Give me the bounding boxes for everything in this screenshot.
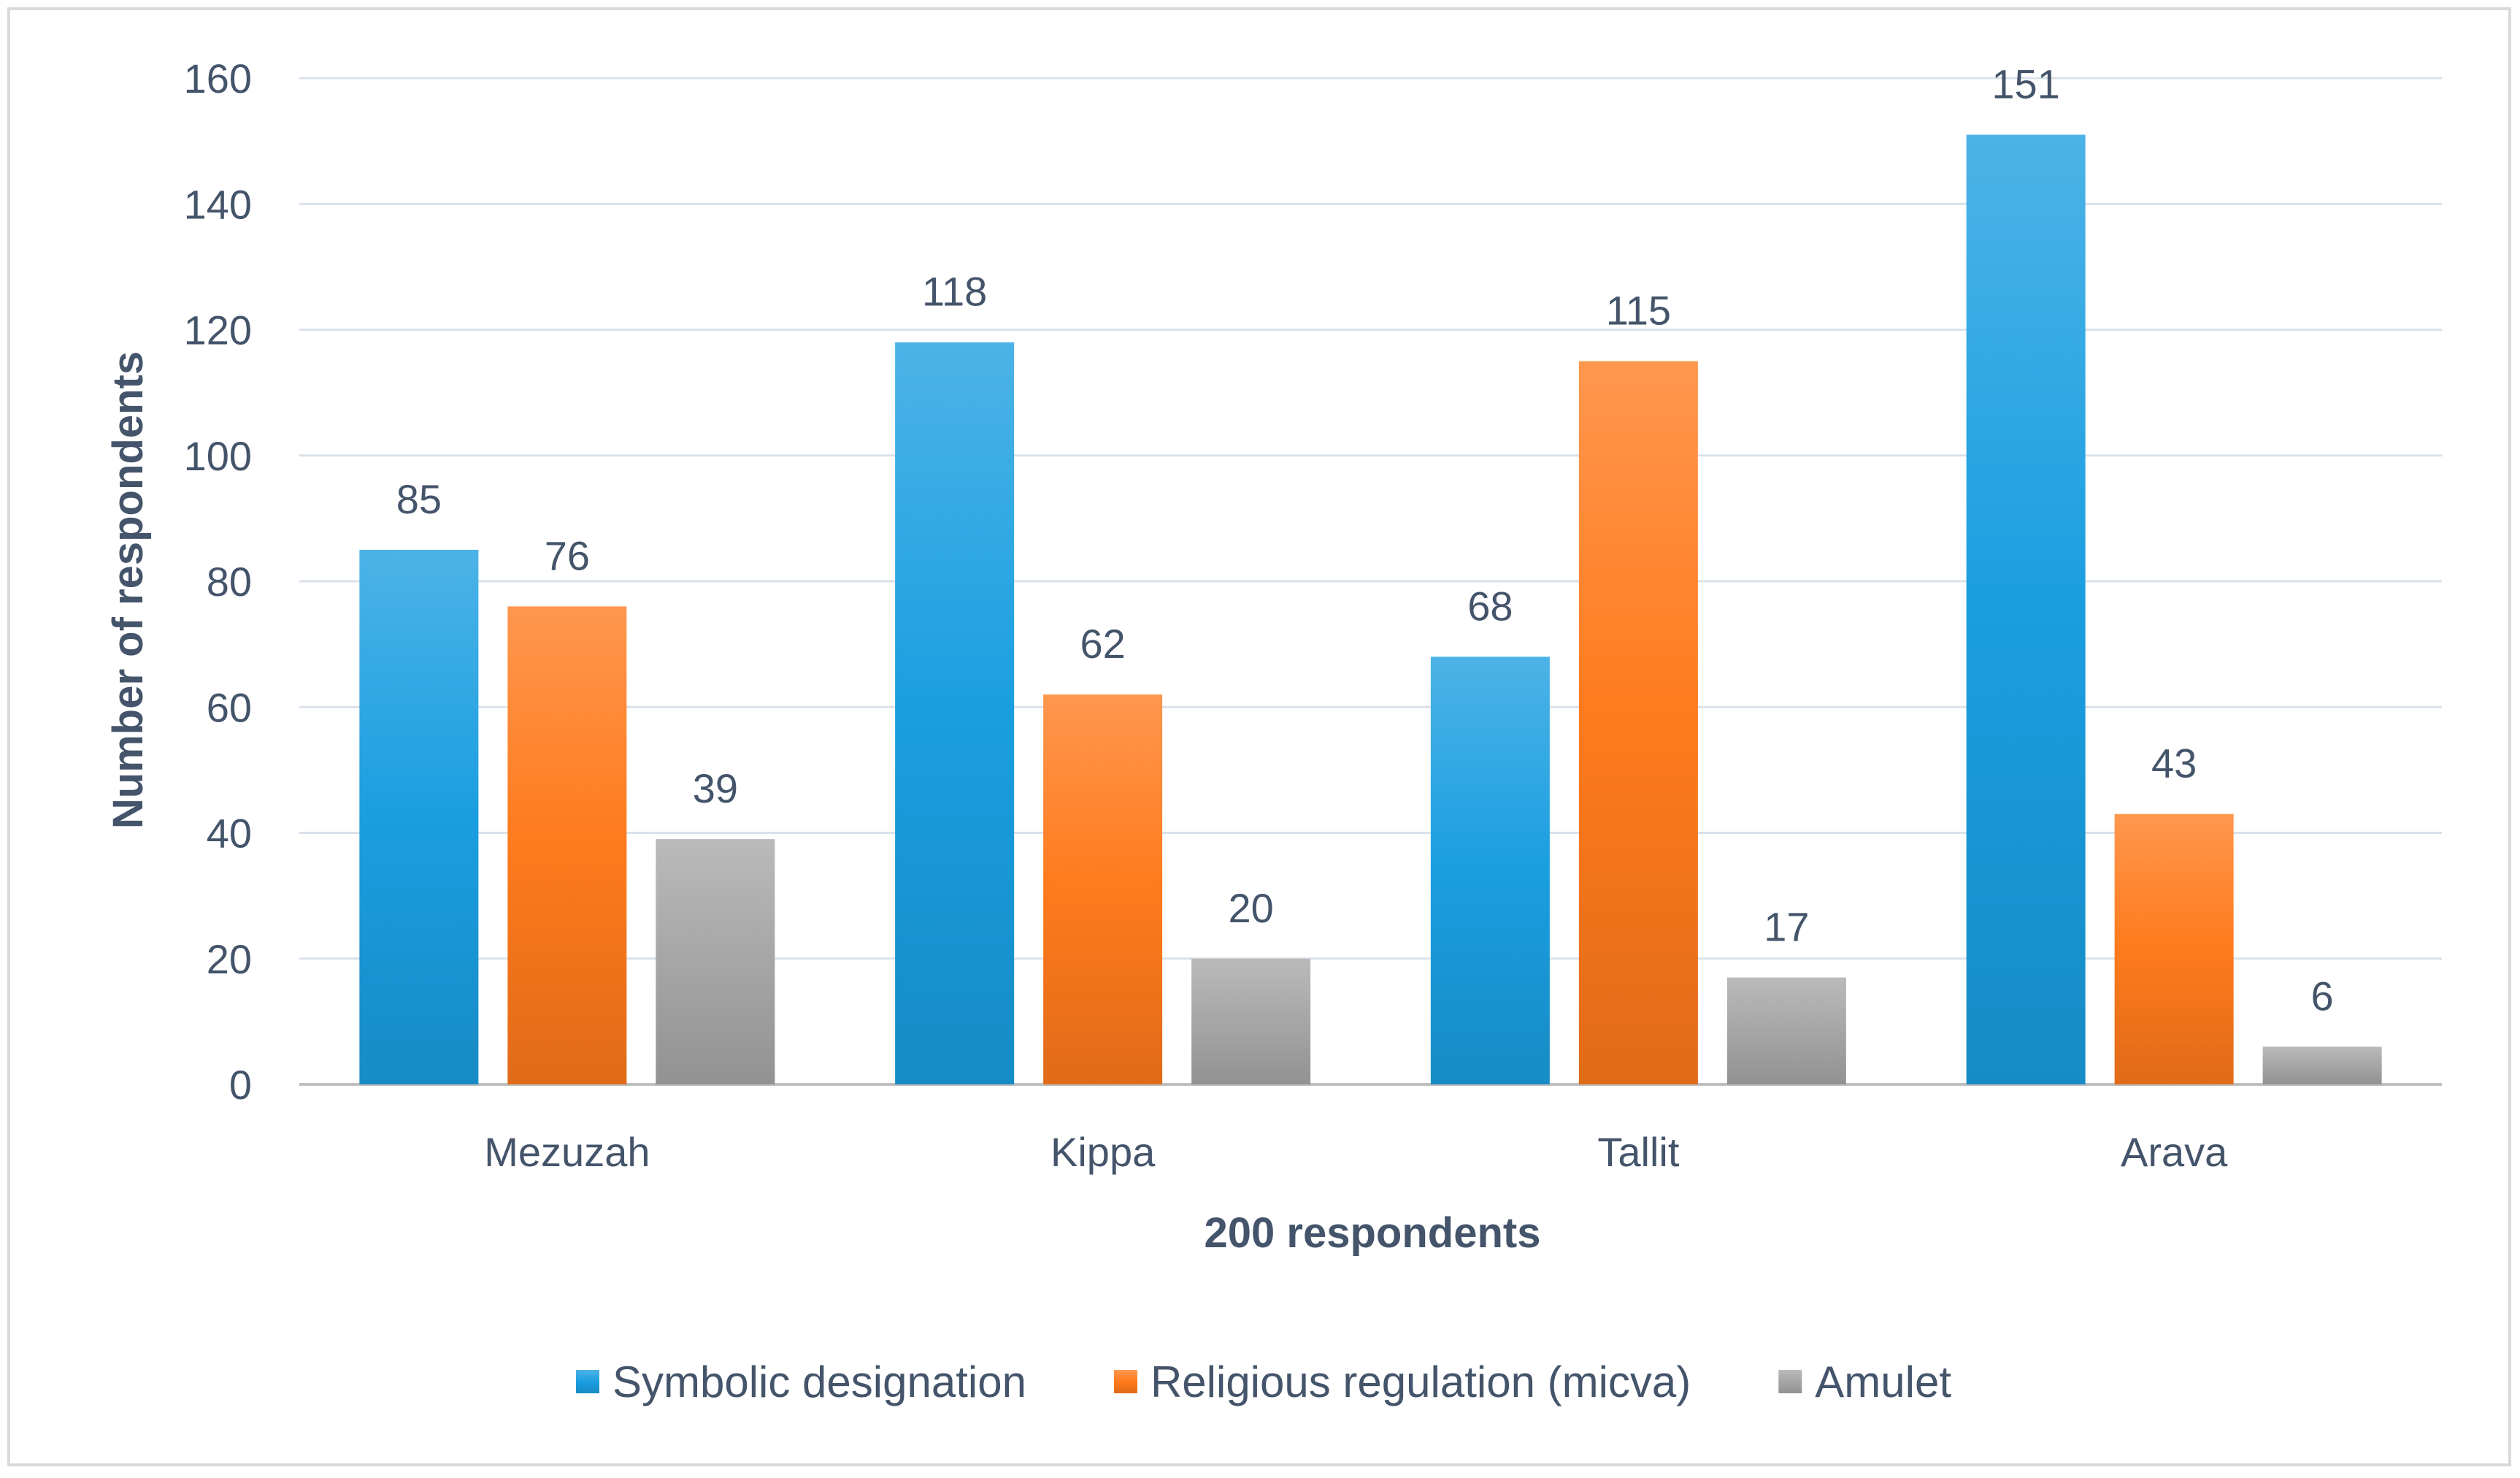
legend-swatch [575, 1370, 599, 1393]
y-tick-label: 140 [184, 181, 252, 227]
y-tick-label: 120 [184, 307, 252, 353]
data-label: 118 [922, 269, 987, 315]
bar [2114, 813, 2234, 1084]
legend: Symbolic designation Religious regulation… [575, 1358, 1951, 1406]
y-tick-label: 80 [207, 559, 252, 605]
y-tick-label: 20 [207, 936, 252, 982]
bar [2262, 1046, 2382, 1084]
legend-label: Religious regulation (micva) [1150, 1358, 1691, 1406]
y-axis-title: Number of respondents [104, 351, 152, 829]
y-tick-label: 100 [184, 433, 252, 479]
y-tick-label: 60 [207, 684, 252, 730]
y-tick-labels: 0 20 40 60 80 100 120 140 160 [184, 55, 252, 1108]
legend-swatch [1778, 1370, 1802, 1393]
x-axis-title: 200 respondents [1205, 1209, 1541, 1257]
legend-label: Amulet [1815, 1358, 1951, 1406]
data-label: 151 [1991, 61, 2059, 107]
x-tick-labels: Mezuzah Kippa Tallit Arava [484, 1129, 2228, 1175]
bars [359, 134, 2382, 1085]
data-label: 85 [396, 476, 442, 522]
data-label: 20 [1228, 885, 1273, 931]
bar [1043, 694, 1163, 1084]
legend-label: Symbolic designation [612, 1358, 1026, 1406]
x-tick-label: Tallit [1597, 1129, 1679, 1175]
bar [895, 342, 1015, 1085]
data-label: 76 [545, 532, 590, 578]
data-label: 43 [2151, 740, 2197, 786]
data-label: 17 [1764, 904, 1809, 950]
legend-swatch [1113, 1370, 1137, 1393]
x-tick-label: Arava [2121, 1129, 2228, 1175]
y-tick-label: 0 [229, 1062, 252, 1108]
data-label: 39 [693, 765, 738, 811]
data-label: 6 [2311, 973, 2334, 1019]
x-tick-label: Mezuzah [484, 1129, 650, 1175]
bar [1578, 361, 1698, 1084]
bar [359, 549, 479, 1084]
bar [1726, 977, 1846, 1084]
y-tick-label: 40 [207, 811, 252, 857]
y-tick-label: 160 [184, 55, 252, 102]
data-labels: 85 76 39 118 62 20 68 115 17 151 43 6 [396, 61, 2334, 1019]
data-label: 62 [1080, 621, 1125, 667]
data-label: 115 [1606, 288, 1671, 334]
bar [507, 606, 627, 1084]
x-tick-label: Kippa [1050, 1129, 1156, 1175]
data-label: 68 [1467, 583, 1513, 629]
bar [1430, 656, 1550, 1084]
bar [656, 839, 775, 1084]
bar [1191, 958, 1311, 1084]
bar [1966, 134, 2086, 1085]
